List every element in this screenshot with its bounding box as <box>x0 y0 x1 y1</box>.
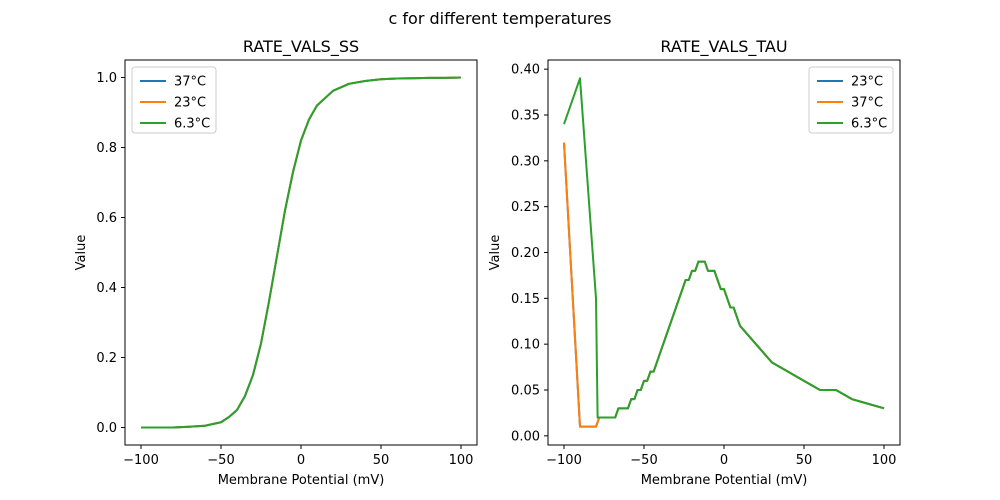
chart1-legend-label: 23°C <box>851 75 883 90</box>
chart1-title: RATE_VALS_TAU <box>660 37 787 57</box>
chart0-legend-label: 23°C <box>174 96 206 111</box>
chart0-xtick-label: 0 <box>297 453 305 468</box>
chart1-legend-label: 37°C <box>851 96 883 111</box>
chart0-xtick-label: −50 <box>207 453 234 468</box>
chart0-legend: 37°C 23°C 6.3°C <box>131 66 217 134</box>
chart1-ylabel: Value <box>488 235 503 271</box>
chart0-legend-label: 37°C <box>174 75 206 90</box>
chart0-ytick-label: 1.0 <box>96 71 117 86</box>
chart0-xlabel: Membrane Potential (mV) <box>218 473 385 488</box>
chart0-ytick-label: 0.8 <box>96 141 117 156</box>
chart1-xtick-label: 100 <box>872 453 897 468</box>
chart1-series-line-0 <box>563 142 885 428</box>
chart1-xtick-label: −100 <box>546 453 582 468</box>
chart1-legend-box <box>808 66 894 134</box>
chart1-ytick-label: 0.35 <box>511 109 540 124</box>
chart1-series-line-1 <box>563 142 885 428</box>
chart1-ytick-label: 0.10 <box>511 338 540 353</box>
ss-chart-panel: RATE_VALS_SS −100 −50 0 50 100 0.0 0.2 0.4 0.6 0.8… <box>74 37 478 488</box>
chart0-series-line-2 <box>141 76 462 429</box>
chart0-ylabel: Value <box>74 235 89 271</box>
chart0-legend-label: 6.3°C <box>174 117 210 132</box>
chart1-ytick-label: 0.05 <box>511 384 540 399</box>
chart1-axes-frame <box>547 59 901 446</box>
chart1-xtick-label: −50 <box>630 453 657 468</box>
chart0-ytick-label: 0.4 <box>96 281 117 296</box>
chart1-ytick-label: 0.20 <box>511 246 540 261</box>
chart0-xtick-label: 50 <box>373 453 390 468</box>
chart0-legend-box <box>131 66 217 134</box>
chart0-title: RATE_VALS_SS <box>243 37 359 57</box>
tau-chart-panel: RATE_VALS_TAU −100 −50 0 50 100 0.00 0.05 0.10 0.… <box>488 37 901 488</box>
chart1-xtick-label: 0 <box>720 453 728 468</box>
chart1-xtick-label: 50 <box>796 453 813 468</box>
figure-suptitle: c for different temperatures <box>389 9 612 28</box>
chart0-axes-frame <box>124 59 478 446</box>
chart0-xtick-label: −100 <box>123 453 159 468</box>
chart1-xlabel: Membrane Potential (mV) <box>641 473 808 488</box>
chart0-ytick-label: 0.6 <box>96 211 117 226</box>
chart1-ytick-label: 0.15 <box>511 292 540 307</box>
chart0-ytick-label: 0.2 <box>96 351 117 366</box>
chart1-ytick-label: 0.25 <box>511 200 540 215</box>
chart0-xtick-label: 100 <box>449 453 474 468</box>
chart1-legend: 23°C 37°C 6.3°C <box>808 66 894 134</box>
chart1-ytick-label: 0.00 <box>511 429 540 444</box>
chart0-ytick-label: 0.0 <box>96 421 117 436</box>
chart1-ytick-label: 0.40 <box>511 63 540 78</box>
chart1-ytick-label: 0.30 <box>511 154 540 169</box>
chart1-legend-label: 6.3°C <box>851 117 887 132</box>
chart1-series-line-2 <box>563 77 885 419</box>
